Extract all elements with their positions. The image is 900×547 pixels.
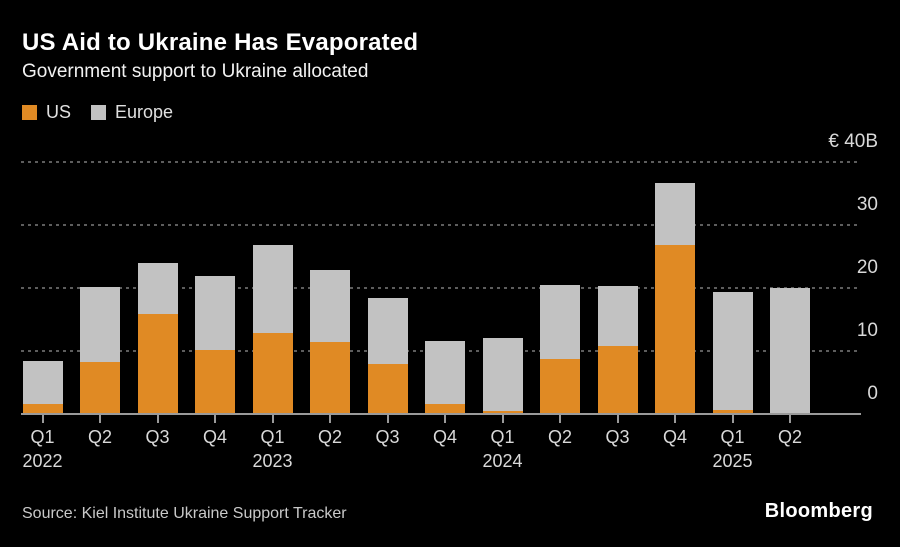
bloomberg-logo: Bloomberg	[764, 500, 873, 522]
axis-tick	[789, 415, 791, 423]
bar-segment-europe-q4-2024	[655, 183, 695, 245]
x-axis-label: Q1	[490, 427, 515, 447]
gridline	[21, 161, 861, 163]
x-axis-label: Q2	[777, 427, 802, 447]
chart-subtitle: Government support to Ukraine allocated	[22, 61, 369, 82]
x-axis-label: Q4	[662, 427, 687, 447]
us-swatch-icon	[22, 105, 37, 120]
legend: US Europe	[22, 102, 173, 123]
x-axis-label: Q4	[432, 427, 457, 447]
bar-segment-us-q2-2024	[540, 359, 580, 413]
y-axis-label: 20	[856, 257, 878, 278]
axis-tick	[271, 415, 274, 423]
y-axis-label: € 40B	[828, 131, 878, 152]
y-axis-label: 0	[867, 383, 878, 404]
x-axis-label: Q3	[145, 427, 170, 447]
bar-segment-us-q4-2023	[425, 404, 465, 413]
bar-segment-us-q3-2023	[367, 364, 408, 413]
x-axis-label: Q3	[605, 427, 630, 447]
x-axis-label: Q3	[375, 427, 400, 447]
bar-segment-europe-q1-2024	[482, 338, 523, 411]
bar-segment-us-q1-2024	[482, 411, 523, 413]
bar-segment-europe-q3-2023	[367, 298, 408, 364]
x-axis-label: Q2	[547, 427, 572, 447]
year-label: 2024	[482, 451, 523, 471]
x-axis-label: Q2	[87, 427, 112, 447]
x-axis-baseline	[21, 413, 861, 415]
x-axis-label: Q2	[317, 427, 342, 447]
bar-segment-us-q3-2022	[137, 314, 178, 413]
axis-tick	[731, 415, 734, 423]
x-axis-label: Q1	[260, 427, 285, 447]
bar-segment-us-q1-2022	[22, 404, 63, 413]
axis-tick	[501, 415, 504, 423]
bar-segment-europe-q3-2024	[597, 286, 638, 346]
bar-segment-europe-q1-2025	[712, 292, 753, 410]
bar-segment-europe-q2-2023	[310, 270, 350, 342]
y-axis-label: 30	[856, 194, 878, 215]
bar-segment-europe-q4-2022	[195, 276, 235, 350]
legend-label-europe: Europe	[115, 102, 174, 122]
bar-segment-europe-q4-2023	[425, 341, 465, 404]
bar-segment-us-q1-2023	[252, 333, 293, 413]
bar-segment-europe-q2-2025	[770, 288, 810, 413]
bar-segment-us-q1-2025	[712, 410, 753, 413]
axis-tick	[386, 415, 389, 423]
axis-tick	[559, 415, 561, 423]
bar-segment-europe-q2-2024	[540, 285, 580, 359]
chart-title: US Aid to Ukraine Has Evaporated	[22, 29, 419, 56]
gridline	[21, 224, 861, 226]
bar-segment-us-q3-2024	[597, 346, 638, 413]
source-note: Source: Kiel Institute Ukraine Support T…	[22, 505, 347, 522]
axis-tick	[214, 415, 216, 423]
x-axis-label: Q4	[202, 427, 227, 447]
x-axis-label: Q1	[30, 427, 55, 447]
legend-item-us: US	[22, 102, 71, 123]
bar-segment-us-q2-2022	[80, 362, 120, 413]
europe-swatch-icon	[91, 105, 107, 120]
axis-tick	[444, 415, 446, 423]
bar-segment-europe-q3-2022	[137, 263, 178, 314]
axis-tick	[616, 415, 619, 423]
bar-segment-us-q4-2024	[655, 245, 695, 413]
axis-tick	[99, 415, 101, 423]
bar-segment-europe-q1-2023	[252, 245, 293, 333]
legend-label-us: US	[46, 102, 72, 122]
axis-tick	[329, 415, 331, 423]
bar-segment-europe-q2-2022	[80, 287, 120, 362]
axis-tick	[156, 415, 159, 423]
year-label: 2023	[252, 451, 293, 471]
legend-item-europe: Europe	[91, 102, 173, 123]
axis-tick	[674, 415, 676, 423]
y-axis-label: 10	[856, 320, 878, 341]
x-axis-label: Q1	[720, 427, 745, 447]
bar-segment-europe-q1-2022	[22, 361, 63, 404]
bar-segment-us-q4-2022	[195, 350, 235, 413]
bar-segment-us-q2-2023	[310, 342, 350, 413]
year-label: 2022	[22, 451, 63, 471]
axis-tick	[41, 415, 44, 423]
gridline	[21, 287, 861, 289]
year-label: 2025	[712, 451, 753, 471]
